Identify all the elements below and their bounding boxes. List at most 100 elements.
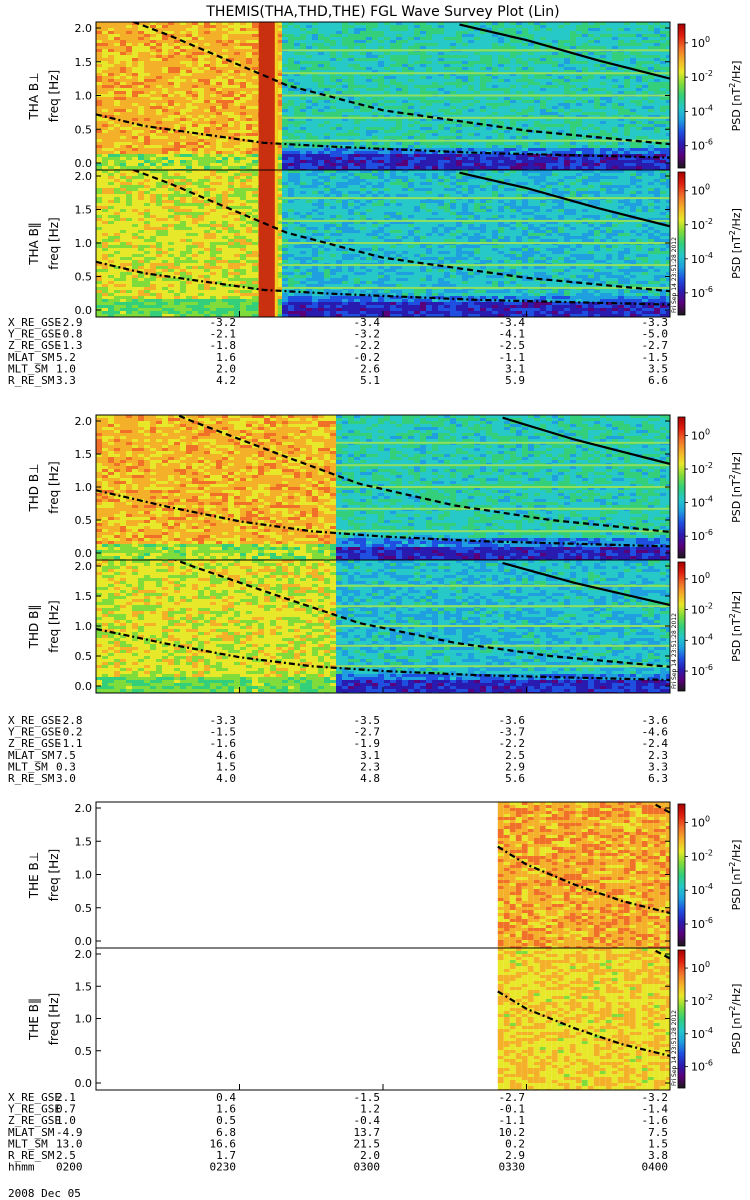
- spectrogram-panel-thd-perp: [96, 415, 670, 560]
- ephemeris-value: -1.1: [499, 1114, 526, 1127]
- colorbar-label: PSD [nT2/Hz]: [728, 61, 743, 132]
- ephemeris-row-label: X_RE_GSE: [8, 1091, 61, 1104]
- ephemeris-value: 0300: [354, 1161, 381, 1174]
- curve-dashdot-4-0: [497, 845, 670, 915]
- ephemeris-row-label: Z_RE_GSE: [8, 1114, 61, 1127]
- colorbar-tick-label: 10-2: [691, 217, 713, 232]
- colorbar-label: PSD [nT2/Hz]: [728, 984, 743, 1055]
- curve-solid-3-2: [502, 561, 670, 607]
- spectrogram-panel-the-perp: [96, 802, 670, 948]
- colorbar: [677, 416, 686, 559]
- ephemeris-value: 2.6: [360, 362, 380, 375]
- ephemeris-value: 0400: [642, 1161, 669, 1174]
- ephemeris-value: -2.7: [354, 726, 381, 739]
- ephemeris-value: -1.5: [354, 1091, 381, 1104]
- ephemeris-value: -4.9: [56, 1126, 83, 1139]
- ephemeris-value: 4.6: [216, 749, 236, 762]
- ephemeris-value: 3.5: [648, 362, 668, 375]
- ephemeris-value: -0.2: [56, 726, 83, 739]
- curve-dashdot-0-0: [96, 113, 670, 159]
- ephemeris-value: 2.9: [505, 760, 525, 773]
- ephemeris-row-label: MLT_SM: [8, 760, 48, 773]
- colorbar: [677, 949, 686, 1089]
- y-label-probe: THD B⊥: [27, 463, 41, 512]
- curve-dashdot-1-0: [96, 260, 670, 306]
- ephemeris-value: -2.2: [354, 339, 381, 352]
- y-tick-label: 2.0: [75, 22, 93, 35]
- ephemeris-value: 13.0: [56, 1137, 83, 1150]
- ephemeris-row-label: Y_RE_GSE: [8, 1103, 61, 1116]
- ephemeris-value: -0.2: [354, 351, 381, 364]
- colorbar-tick-label: 10-6: [691, 528, 713, 543]
- ephemeris-row-label: R_RE_SM: [8, 374, 55, 387]
- ephemeris-value: 7.5: [648, 1126, 668, 1139]
- ephemeris-value: 0.7: [56, 1103, 76, 1116]
- ephemeris-value: 3.1: [360, 749, 380, 762]
- y-tick-label: 1.5: [75, 980, 93, 993]
- colorbar-tick-label: 10-4: [691, 495, 713, 510]
- spectrogram-panel-the-para: [96, 948, 670, 1090]
- ephemeris-value: -2.7: [642, 339, 669, 352]
- y-label-probe: THD B‖: [27, 605, 41, 650]
- y-tick-label: 1.0: [75, 237, 93, 250]
- curve-dashed-2-1: [174, 415, 670, 533]
- ephemeris-value: 1.5: [648, 1137, 668, 1150]
- y-label-probe: THA B‖: [27, 222, 41, 266]
- ephemeris-value: 3.0: [56, 772, 76, 785]
- ephemeris-value: 1.6: [216, 351, 236, 364]
- ephemeris-value: -3.3: [210, 714, 237, 727]
- ephemeris-value: -2.9: [56, 316, 83, 329]
- ephemeris-value: 3.8: [648, 1149, 668, 1162]
- ephemeris-table-1: X_RE_GSE-2.8 -3.3 -3.5 -3.6 -3.6 Y_RE_GSE-0.2…: [8, 714, 668, 785]
- colorbar: [677, 23, 686, 169]
- date-label: 2008 Dec 05: [8, 1187, 81, 1200]
- ephemeris-row-label: hhmm: [8, 1161, 35, 1174]
- colorbar-tick-label: 10-6: [691, 916, 713, 931]
- ephemeris-value: 1.2: [360, 1103, 380, 1116]
- colorbar-tick-label: 100: [691, 960, 710, 975]
- spectrogram-panel-tha-perp: [96, 22, 670, 170]
- colorbar-tick-label: 10-2: [691, 993, 713, 1008]
- y-tick-label: 1.0: [75, 620, 93, 633]
- colorbar-tick-label: 10-2: [691, 602, 713, 617]
- ephemeris-row-label: Z_RE_GSE: [8, 339, 61, 352]
- ephemeris-value: -1.1: [56, 737, 83, 750]
- y-tick-label: 1.0: [75, 869, 93, 882]
- ephemeris-value: -3.6: [499, 714, 526, 727]
- ephemeris-value: -0.4: [354, 1114, 381, 1127]
- y-label-probe: THA B⊥: [27, 72, 41, 120]
- ephemeris-row-label: MLAT_SM: [8, 1126, 55, 1139]
- ephemeris-value: -3.6: [642, 714, 669, 727]
- ephemeris-value: -4.6: [642, 726, 669, 739]
- colorbar-tick-label: 10-6: [691, 138, 713, 153]
- ephemeris-value: 4.0: [216, 772, 236, 785]
- timestamp-stamp: Fri Sep 14 23:51:28 2012: [671, 237, 678, 313]
- curve-dashed-1-1: [130, 170, 670, 293]
- ephemeris-value: 10.2: [499, 1126, 526, 1139]
- y-tick-label: 0.5: [75, 902, 93, 915]
- ephemeris-value: -2.8: [56, 714, 83, 727]
- ephemeris-value: 0.2: [505, 1137, 525, 1150]
- colorbar-tick-label: 10-2: [691, 848, 713, 863]
- ephemeris-value: 1.0: [56, 362, 76, 375]
- ephemeris-value: -1.1: [499, 351, 526, 364]
- colorbar-tick-label: 100: [691, 35, 710, 50]
- ephemeris-value: 2.3: [360, 760, 380, 773]
- colorbar: [677, 561, 686, 692]
- y-tick-label: 2.0: [75, 560, 93, 573]
- ephemeris-value: 6.3: [648, 772, 668, 785]
- colorbar-tick-label: 100: [691, 427, 710, 442]
- ephemeris-value: 2.1: [56, 1091, 76, 1104]
- ephemeris-value: 5.1: [360, 374, 380, 387]
- y-tick-label: 1.5: [75, 204, 93, 217]
- y-label-freq: freq [Hz]: [47, 993, 61, 1045]
- y-label-freq: freq [Hz]: [47, 70, 61, 122]
- ephemeris-row-label: MLT_SM: [8, 1137, 48, 1150]
- ephemeris-value: 2.9: [505, 1149, 525, 1162]
- ephemeris-value: -0.8: [56, 328, 83, 341]
- y-tick-label: 0.0: [75, 304, 93, 317]
- colorbar-tick-label: 10-6: [691, 1059, 713, 1074]
- colorbar-label: PSD [nT2/Hz]: [728, 208, 743, 279]
